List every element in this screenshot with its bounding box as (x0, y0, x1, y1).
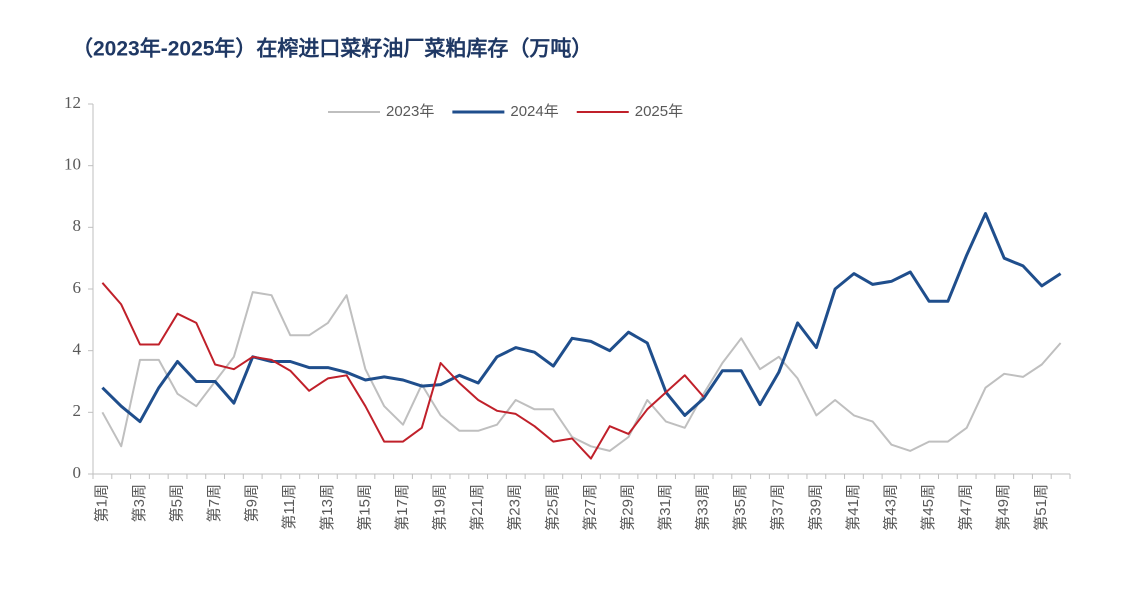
y-tick-label: 6 (73, 278, 82, 297)
y-tick-label: 10 (64, 155, 81, 174)
series-line (101, 282, 705, 460)
y-tick-label: 8 (73, 216, 82, 235)
x-tick-label: 第9周 (243, 484, 261, 522)
x-tick-label: 第29周 (618, 484, 636, 531)
x-tick-label: 第5周 (168, 484, 186, 522)
y-tick-label: 12 (64, 93, 81, 112)
x-tick-label: 第41周 (844, 484, 862, 531)
x-tick-label: 第13周 (318, 484, 336, 531)
legend-label: 2025年 (635, 103, 683, 120)
x-tick-label: 第7周 (205, 484, 223, 522)
x-tick-label: 第11周 (280, 484, 298, 530)
y-tick-label: 4 (73, 340, 82, 359)
x-tick-label: 第15周 (355, 484, 373, 531)
y-tick-label: 2 (73, 401, 82, 420)
x-tick-label: 第51周 (1032, 484, 1050, 531)
x-tick-label: 第31周 (656, 484, 674, 531)
x-tick-label: 第25周 (543, 484, 561, 531)
x-tick-label: 第19周 (431, 484, 449, 531)
x-tick-label: 第43周 (881, 484, 899, 531)
y-tick-label: 0 (73, 463, 82, 482)
x-tick-label: 第27周 (581, 484, 599, 531)
x-tick-label: 第21周 (468, 484, 486, 531)
x-tick-label: 第33周 (694, 484, 712, 531)
legend-label: 2023年 (386, 103, 434, 120)
x-tick-label: 第37周 (769, 484, 787, 531)
x-tick-label: 第39周 (806, 484, 824, 531)
legend-label: 2024年 (510, 103, 558, 120)
legend: 2023年 2024年 2025年 (328, 103, 683, 120)
x-tick-label: 第47周 (957, 484, 975, 531)
x-tick-label: 第17周 (393, 484, 411, 531)
series-line (101, 291, 1062, 452)
x-tick-label: 第45周 (919, 484, 937, 531)
x-tick-label: 第49周 (994, 484, 1012, 531)
x-tick-label: 第3周 (130, 484, 148, 522)
chart-title: （2023年-2025年）在榨进口菜籽油厂菜粕库存（万吨） (72, 37, 592, 61)
x-tick-label: 第35周 (731, 484, 749, 531)
x-tick-label: 第23周 (506, 484, 524, 531)
x-tick-label: 第1周 (92, 484, 110, 522)
